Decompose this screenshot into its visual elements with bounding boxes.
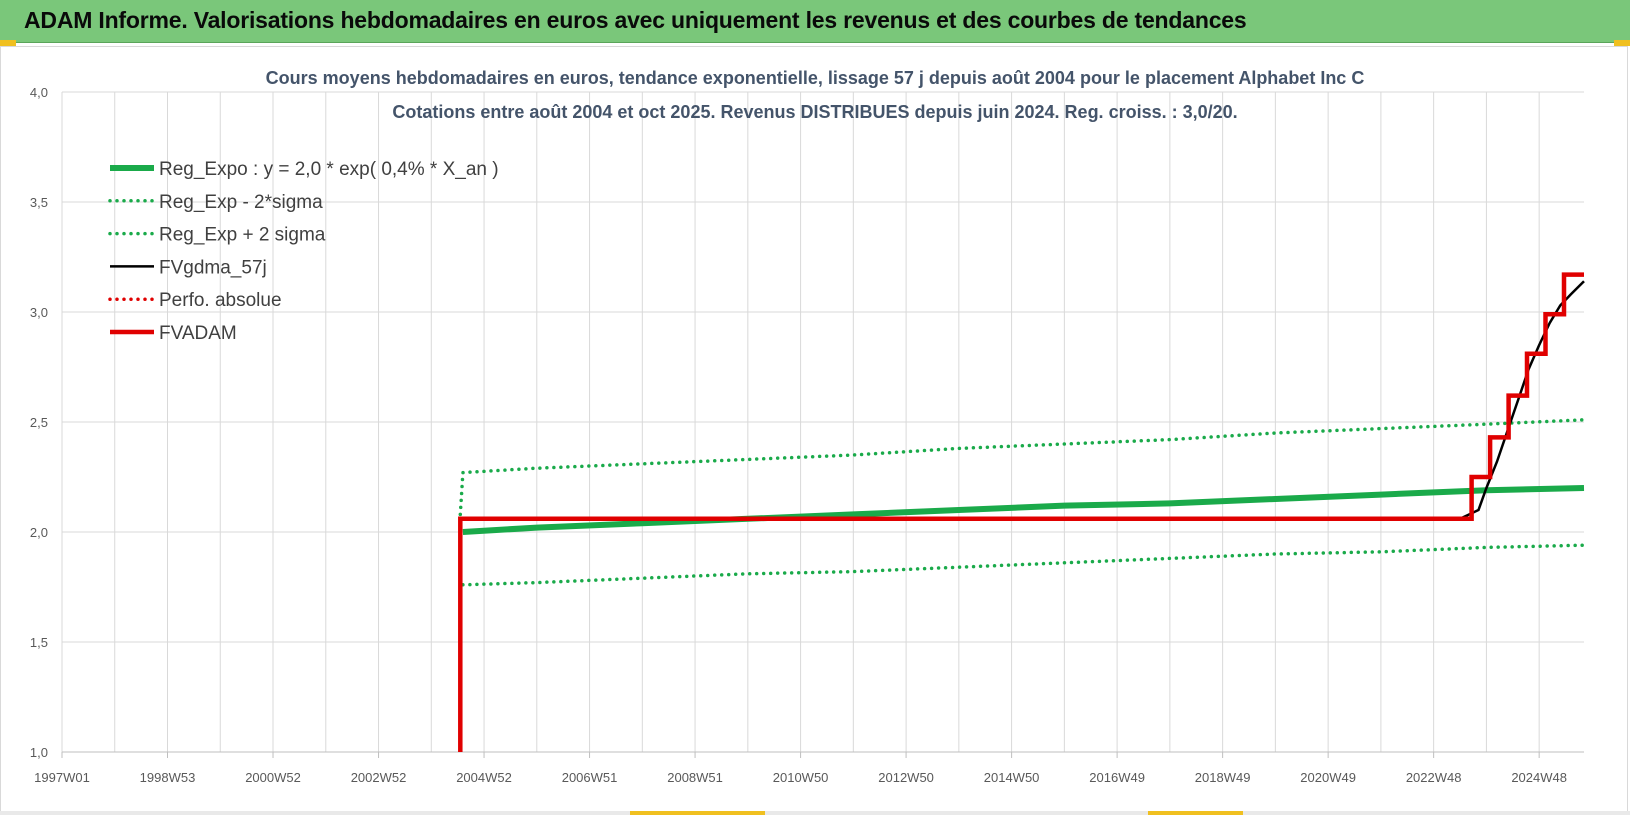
series [458,272,1586,752]
x-tick-label: 2002W52 [351,770,407,785]
legend-label: Reg_Exp - 2*sigma [159,192,323,213]
x-tick-label: 2020W49 [1300,770,1356,785]
chart-subtitle: Cotations entre août 2004 et oct 2025. R… [392,102,1237,122]
y-tick-label: 4,0 [30,85,48,100]
y-tick-label: 3,0 [30,305,48,320]
x-tick-label: 2018W49 [1195,770,1251,785]
corner-mark-right [1614,40,1630,46]
legend-label: FVADAM [159,323,237,344]
x-tick-label: 2004W52 [456,770,512,785]
legend-label: Perfo. absolue [159,290,282,311]
x-tick-label: 2016W49 [1089,770,1145,785]
bottom-mark [1148,811,1243,815]
series-line-5 [458,272,1584,752]
chart-title: Cours moyens hebdomadaires en euros, ten… [266,68,1365,88]
corner-mark-left [0,40,16,46]
page-title: ADAM Informe. Valorisations hebdomadaire… [24,7,1247,33]
series-line-3 [462,280,1585,521]
x-tick-label: 2012W50 [878,770,934,785]
x-tick-label: 2014W50 [984,770,1040,785]
y-tick-label: 1,5 [30,635,48,650]
series-line-1 [461,543,1586,587]
axes: 1,0 1,5 2,0 2,5 3,0 3,5 4,0 1997W01 1998W53 2000W… [30,85,1584,785]
x-tick-label: 2008W51 [667,770,723,785]
header-bar: ADAM Informe. Valorisations hebdomadaire… [0,0,1630,43]
legend-label: Reg_Expo : y = 2,0 * exp( 0,4% * X_an ) [159,159,499,180]
legend-label: Reg_Exp + 2 sigma [159,225,326,246]
x-tick-label: 2000W52 [245,770,301,785]
x-tick-label: 2024W48 [1511,770,1567,785]
series-line-0 [462,485,1585,535]
legend-label: FVgdma_57j [159,257,267,278]
x-tick-label: 1997W01 [34,770,90,785]
y-tick-label: 3,5 [30,195,48,210]
x-tick-label: 1998W53 [140,770,196,785]
series-line-2 [458,418,1586,517]
y-tick-label: 2,5 [30,415,48,430]
legend: Reg_Expo : y = 2,0 * exp( 0,4% * X_an ) R… [108,159,499,344]
y-tick-label: 1,0 [30,745,48,760]
bottom-band [0,811,1630,815]
x-tick-label: 2022W48 [1406,770,1462,785]
y-tick-label: 2,0 [30,525,48,540]
bottom-mark [630,811,765,815]
x-tick-label: 2010W50 [773,770,829,785]
x-tick-label: 2006W51 [562,770,618,785]
